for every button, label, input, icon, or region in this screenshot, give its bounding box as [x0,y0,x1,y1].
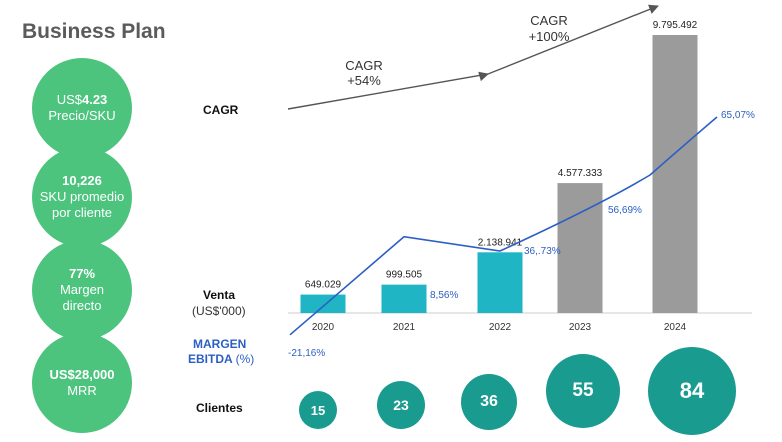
venta-label: Venta [203,288,236,302]
ebitda-margin-line [289,116,718,336]
x-tick-2022: 2022 [489,322,512,333]
kpi-label: Margen directo [59,282,105,313]
ebitda-label-2024: 65,07% [721,110,755,121]
cagr-annotation-2-line2: +100% [529,29,570,44]
kpi-value: 77% [68,266,96,281]
ebitda-label: EBITDA (%) [188,352,254,366]
bar-2020 [300,294,346,313]
cagr-annotation-2-line1: CAGR [530,13,568,28]
ebitda-label-2021: 8,56% [430,290,458,301]
cagr-row-label: CAGR [203,103,239,117]
ebitda-unit: (%) [235,352,255,366]
kpi-mrr: US$28,000 MRR [32,333,132,433]
x-tick-2024: 2024 [664,322,687,333]
kpi-direct-margin: 77% Margen directo [32,240,132,340]
bar-2022 [477,252,523,313]
kpi-label: SKU promedio por cliente [39,189,125,220]
page-title: Business Plan [22,20,166,43]
kpi-label: Precio/SKU [48,108,116,123]
clients-bubble-2023: 55 [546,354,620,428]
cagr-arrow [287,4,659,110]
x-tick-2023: 2023 [569,322,592,333]
bar-value-label-2022: 2.138.941 [478,237,523,248]
x-tick-2020: 2020 [312,322,335,333]
margen-label: MARGEN [193,337,247,351]
kpi-prefix: US$ [56,92,82,107]
bar-value-label-2021: 999.505 [386,270,423,281]
kpi-label: MRR [67,383,97,398]
x-tick-2021: 2021 [393,322,416,333]
bar-value-label-2020: 649.029 [305,280,342,291]
cagr-annotation-1-line1: CAGR [345,58,383,73]
clients-bubble-2024: 84 [648,347,736,435]
clients-bubble-2020: 15 [299,391,337,429]
bar-value-label-2024: 9.795.492 [653,20,698,31]
ebitda-label-2023: 56,69% [608,205,642,216]
clients-bubble-2021: 23 [377,381,425,429]
kpi-value: 10,226 [62,173,102,188]
ebitda-label-2020: -21,16% [288,348,325,359]
bar-value-label-2023: 4.577.333 [558,168,603,179]
venta-unit: (US$'000) [192,304,246,318]
clientes-label: Clientes [196,401,243,415]
ebitda-label-2022: 36,.73% [524,246,561,257]
bar-2021 [381,284,427,313]
kpi-sku-per-client: 10,226 SKU promedio por cliente [32,147,132,247]
bar-2023 [557,183,603,313]
ebitda-label-text: EBITDA [188,352,233,366]
bar-2024 [652,35,698,313]
kpi-value: US$28,000 [49,367,115,382]
kpi-price-per-sku: US$4.23 Precio/SKU [32,58,132,158]
clients-bubble-2022: 36 [461,374,517,430]
cagr-annotation-1-line2: +54% [347,73,381,88]
kpi-value: 4.23 [81,92,108,107]
